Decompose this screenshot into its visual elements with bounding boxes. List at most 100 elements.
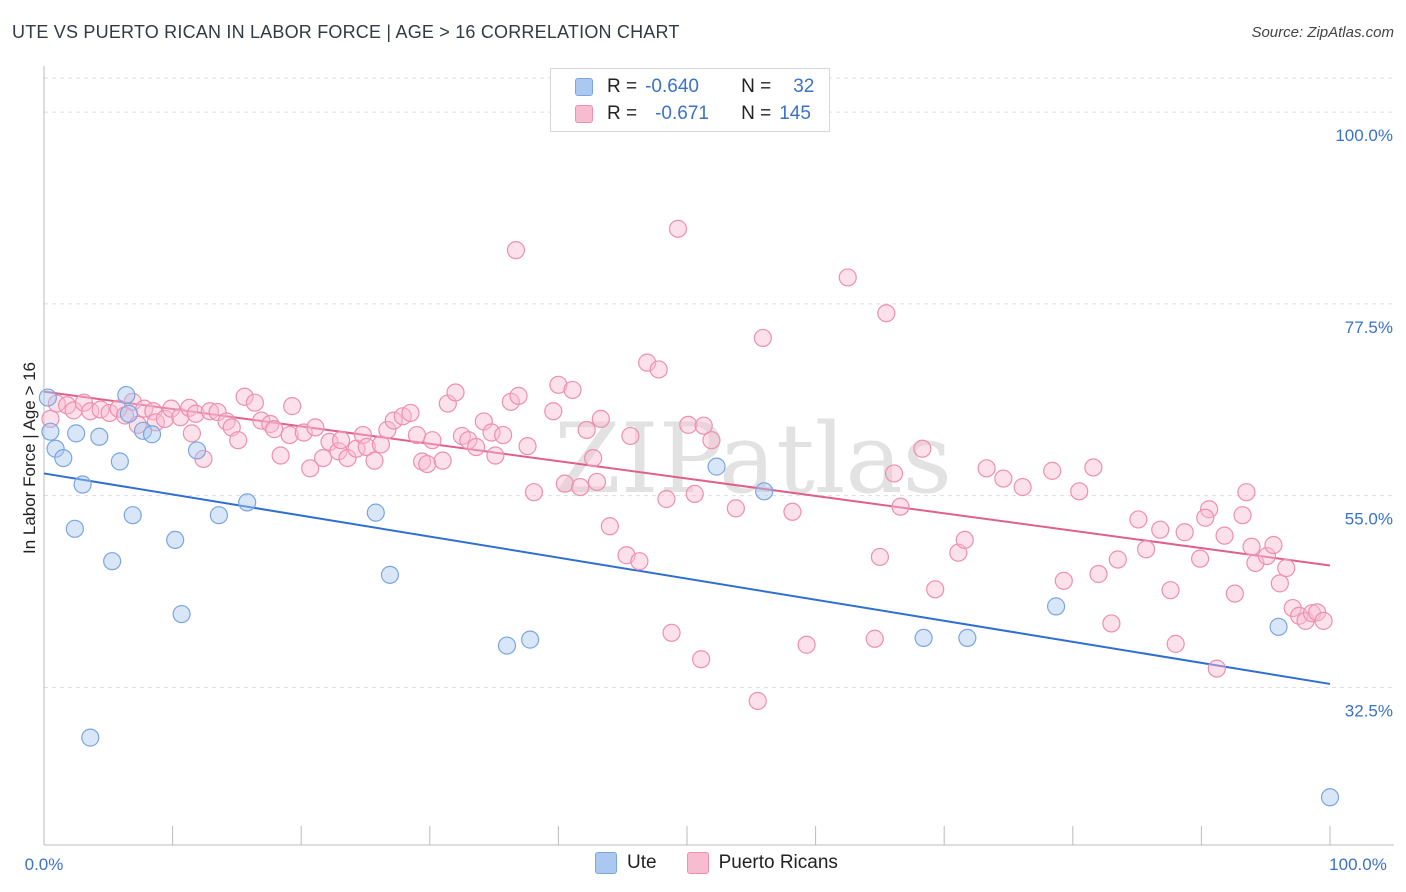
puerto-ricans-swatch-icon <box>686 852 709 874</box>
tick-labels: 32.5% 55.0% 77.5% 100.0% 0.0% 100.0% <box>25 126 1393 874</box>
ute-point <box>119 404 138 423</box>
ute-point <box>46 439 65 458</box>
r-value: -0.640 <box>645 76 699 97</box>
puerto-rican-point <box>509 386 528 405</box>
puerto-rican-point <box>630 552 649 571</box>
puerto-rican-point <box>1108 550 1127 569</box>
puerto-rican-point <box>1161 581 1180 600</box>
puerto-rican-point <box>306 418 325 437</box>
puerto-rican-point <box>518 437 537 456</box>
puerto-rican-point <box>1191 549 1210 568</box>
puerto-rican-point <box>662 623 681 642</box>
puerto-rican-point <box>1207 659 1226 678</box>
puerto-rican-point <box>459 431 478 450</box>
puerto-rican-point <box>280 425 299 445</box>
ute-point <box>73 475 92 494</box>
puerto-rican-point <box>913 439 932 458</box>
puerto-rican-point <box>294 423 313 442</box>
puerto-rican-point <box>584 448 603 468</box>
ute-point <box>38 388 57 407</box>
ute-point <box>54 448 73 468</box>
puerto-rican-point <box>621 426 640 446</box>
puerto-rican-point <box>41 409 60 428</box>
puerto-rican-point <box>155 409 174 428</box>
puerto-rican-point <box>753 328 772 348</box>
puerto-rican-point <box>694 416 713 435</box>
puerto-rican-point <box>877 304 896 323</box>
puerto-rican-point <box>884 464 904 483</box>
puerto-rican-point <box>229 431 248 450</box>
puerto-rican-point <box>994 469 1013 488</box>
data-points <box>38 219 1340 807</box>
puerto-rican-point <box>1196 508 1215 527</box>
series-legend: Ute Puerto Ricans <box>595 852 868 874</box>
puerto-rican-point <box>638 353 657 372</box>
ute-point <box>123 506 142 525</box>
puerto-rican-point <box>235 387 254 406</box>
gridlines <box>44 77 1394 688</box>
n-value: 145 <box>779 103 811 124</box>
puerto-rican-point <box>587 472 607 492</box>
puerto-rican-point <box>838 268 857 287</box>
puerto-rican-point <box>591 409 610 428</box>
puerto-rican-point <box>1089 564 1108 584</box>
puerto-rican-point <box>265 420 284 439</box>
r-label: R = <box>607 76 638 97</box>
puerto-rican-point <box>870 547 890 567</box>
puerto-rican-point <box>329 442 348 461</box>
puerto-rican-point <box>423 431 442 450</box>
puerto-rican-point <box>577 420 596 440</box>
puerto-rican-point <box>378 420 397 440</box>
puerto-rican-point <box>1200 500 1219 519</box>
puerto-rican-point <box>797 635 816 654</box>
puerto-rican-point <box>1215 526 1234 545</box>
puerto-rican-point <box>1151 520 1170 539</box>
ute-point <box>707 457 726 476</box>
puerto-rican-point <box>891 497 910 516</box>
puerto-rican-point <box>313 448 333 468</box>
watermark: ZIPatlas <box>554 403 952 515</box>
puerto-rican-point <box>926 580 945 599</box>
ute-point <box>110 452 129 471</box>
ute-point <box>1046 597 1066 616</box>
ute-point <box>65 519 84 538</box>
legend-row-puerto-ricans: R = -0.671 N = 145 <box>575 102 811 126</box>
x-tick-label: 100.0% <box>1329 855 1387 874</box>
legend-item-puerto-ricans[interactable]: Puerto Ricans <box>686 852 838 874</box>
puerto-rican-point <box>182 424 201 443</box>
puerto-rican-point <box>555 474 574 493</box>
puerto-rican-point <box>1013 477 1032 497</box>
legend-label: Ute <box>627 852 657 873</box>
puerto-rican-point <box>657 489 676 509</box>
puerto-rican-point <box>446 383 465 402</box>
puerto-rican-point <box>600 517 619 536</box>
puerto-rican-point <box>357 437 376 457</box>
y-tick-label: 100.0% <box>1335 126 1393 145</box>
ute-point <box>914 628 933 648</box>
puerto-rican-point <box>482 423 501 442</box>
r-label: R = <box>607 103 638 124</box>
puerto-rican-point <box>563 380 582 400</box>
puerto-rican-point <box>486 446 505 465</box>
puerto-rican-trend-line <box>43 390 1331 567</box>
puerto-rican-point <box>1054 571 1073 590</box>
legend-item-ute[interactable]: Ute <box>595 852 657 874</box>
puerto-rican-point <box>1277 558 1296 578</box>
puerto-rican-point <box>1070 482 1089 501</box>
puerto-rican-point <box>748 691 767 711</box>
puerto-rican-point <box>123 392 142 411</box>
puerto-rican-point <box>100 403 119 423</box>
puerto-rican-point <box>1129 510 1148 529</box>
legend-row-ute: R = -0.640 N = 32 <box>575 75 814 99</box>
ute-point <box>142 425 162 444</box>
puerto-rican-point <box>1264 535 1283 555</box>
puerto-rican-point <box>401 403 420 423</box>
puerto-rican-point <box>245 393 265 412</box>
ute-point <box>209 506 228 525</box>
puerto-rican-point <box>1270 574 1289 593</box>
y-tick-label: 55.0% <box>1345 510 1393 529</box>
puerto-rican-point <box>649 360 668 379</box>
puerto-rican-point <box>217 412 236 431</box>
puerto-rican-point <box>283 397 302 416</box>
source-label: Source: ZipAtlas.com <box>1251 24 1394 41</box>
